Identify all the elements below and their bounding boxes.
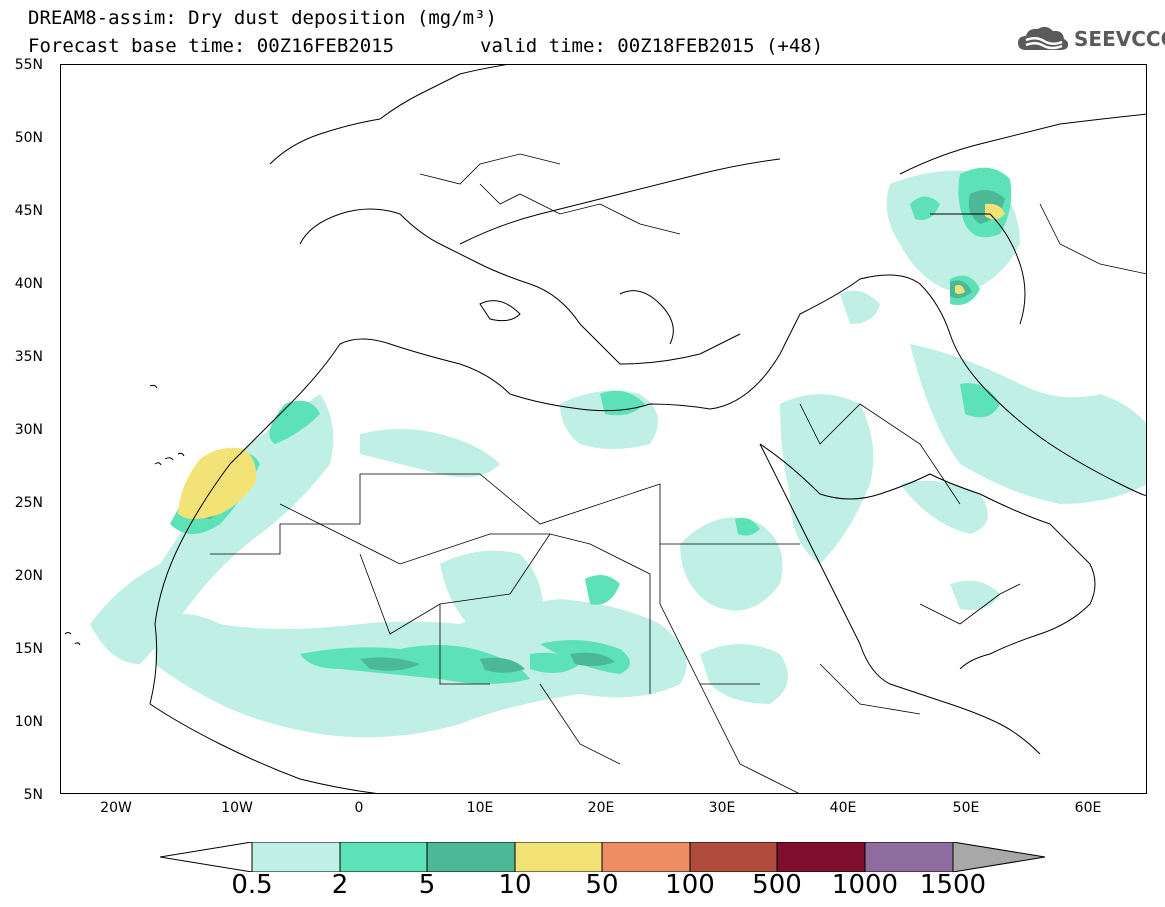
lat-label-15n: 15N <box>14 641 43 657</box>
colorbar-label-7: 1000 <box>831 870 899 900</box>
lon-label-10e: 10E <box>466 800 494 816</box>
lon-label-50e: 50E <box>952 800 980 816</box>
dust-field-yellow <box>178 203 1005 519</box>
colorbar-label-4: 50 <box>585 870 619 900</box>
lat-label-45n: 45N <box>14 203 43 219</box>
lat-label-50n: 50N <box>14 130 43 146</box>
forecast-base-time: Forecast base time: 00Z16FEB2015 <box>28 35 395 57</box>
colorbar-label-2: 5 <box>418 870 436 900</box>
lat-label-30n: 30N <box>14 422 43 438</box>
lon-label-10w: 10W <box>221 800 253 816</box>
map-canvas <box>60 64 1147 794</box>
colorbar-label-6: 500 <box>752 870 802 900</box>
logo-text: SEEVCCC <box>1074 27 1165 51</box>
colorbar-label-0: 0.5 <box>231 870 273 900</box>
lat-label-5n: 5N <box>23 787 43 803</box>
coastlines <box>149 64 1147 794</box>
cloud-icon <box>1018 26 1069 50</box>
map-frame <box>60 64 1147 794</box>
lon-label-60e: 60E <box>1074 800 1102 816</box>
colorbar-label-8: 1500 <box>919 870 987 900</box>
lat-label-35n: 35N <box>14 349 43 365</box>
lat-label-25n: 25N <box>14 495 43 511</box>
seevccc-logo: SEEVCCC <box>1016 22 1165 56</box>
valid-time: valid time: 00Z18FEB2015 (+48) <box>480 35 824 57</box>
lon-label-30e: 30E <box>708 800 736 816</box>
islands <box>64 384 185 646</box>
lat-label-10n: 10N <box>14 714 43 730</box>
colorbar-label-1: 2 <box>331 870 349 900</box>
lat-label-55n: 55N <box>14 57 43 73</box>
country-borders <box>210 153 1147 794</box>
lat-label-20n: 20N <box>14 568 43 584</box>
lon-label-40e: 40E <box>829 800 857 816</box>
colorbar-label-3: 10 <box>498 870 532 900</box>
dust-field-light <box>90 170 1147 738</box>
colorbar-label-5: 100 <box>665 870 715 900</box>
lat-label-40n: 40N <box>14 276 43 292</box>
lon-label-20e: 20E <box>587 800 615 816</box>
lon-label-0: 0 <box>354 800 364 816</box>
lon-label-20w: 20W <box>100 800 132 816</box>
colorbar <box>160 842 1046 872</box>
map-title: DREAM8-assim: Dry dust deposition (mg/m³… <box>28 7 497 29</box>
